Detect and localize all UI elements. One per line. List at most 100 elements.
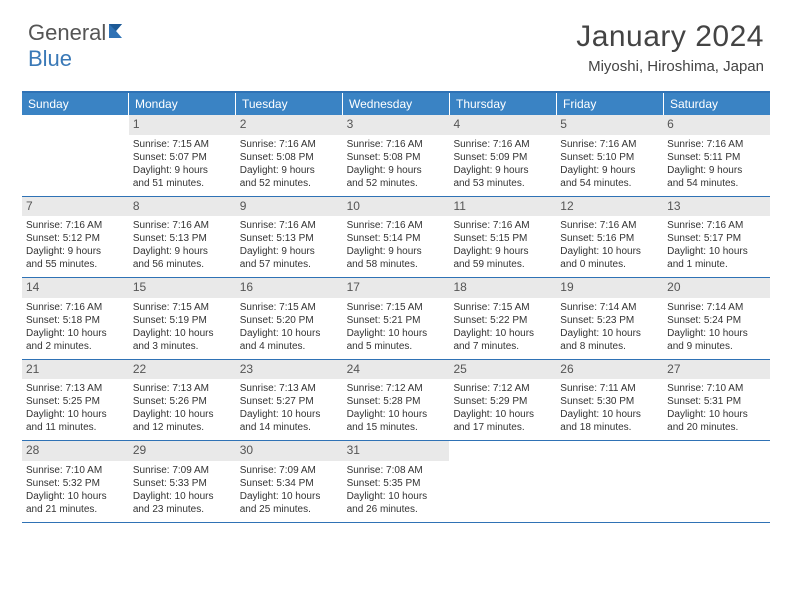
location: Miyoshi, Hiroshima, Japan — [576, 58, 764, 75]
weekday-thursday: Thursday — [450, 93, 557, 115]
day-cell: 18Sunrise: 7:15 AMSunset: 5:22 PMDayligh… — [449, 278, 556, 359]
daylight-line1: Daylight: 10 hours — [453, 327, 552, 340]
sunrise-line: Sunrise: 7:13 AM — [133, 382, 232, 395]
sunset-line: Sunset: 5:32 PM — [26, 477, 125, 490]
daylight-line1: Daylight: 9 hours — [347, 245, 446, 258]
sunrise-line: Sunrise: 7:16 AM — [560, 138, 659, 151]
sunrise-line: Sunrise: 7:15 AM — [347, 301, 446, 314]
day-number: 27 — [663, 360, 770, 380]
daylight-line1: Daylight: 10 hours — [347, 408, 446, 421]
daylight-line2: and 56 minutes. — [133, 258, 232, 271]
daylight-line1: Daylight: 9 hours — [240, 245, 339, 258]
week-row: 1Sunrise: 7:15 AMSunset: 5:07 PMDaylight… — [22, 115, 770, 197]
sunrise-line: Sunrise: 7:12 AM — [453, 382, 552, 395]
sunset-line: Sunset: 5:07 PM — [133, 151, 232, 164]
daylight-line1: Daylight: 10 hours — [560, 245, 659, 258]
day-cell: 28Sunrise: 7:10 AMSunset: 5:32 PMDayligh… — [22, 441, 129, 522]
daylight-line2: and 17 minutes. — [453, 421, 552, 434]
sunrise-line: Sunrise: 7:12 AM — [347, 382, 446, 395]
day-cell: 23Sunrise: 7:13 AMSunset: 5:27 PMDayligh… — [236, 360, 343, 441]
daylight-line1: Daylight: 10 hours — [453, 408, 552, 421]
daylight-line1: Daylight: 10 hours — [26, 408, 125, 421]
sunset-line: Sunset: 5:31 PM — [667, 395, 766, 408]
weekday-monday: Monday — [129, 93, 236, 115]
sunrise-line: Sunrise: 7:16 AM — [26, 301, 125, 314]
sunset-line: Sunset: 5:33 PM — [133, 477, 232, 490]
sunset-line: Sunset: 5:14 PM — [347, 232, 446, 245]
day-number: 17 — [343, 278, 450, 298]
day-number: 24 — [343, 360, 450, 380]
sunset-line: Sunset: 5:29 PM — [453, 395, 552, 408]
daylight-line1: Daylight: 9 hours — [133, 245, 232, 258]
day-cell: 19Sunrise: 7:14 AMSunset: 5:23 PMDayligh… — [556, 278, 663, 359]
day-number: 8 — [129, 197, 236, 217]
sunset-line: Sunset: 5:30 PM — [560, 395, 659, 408]
daylight-line1: Daylight: 9 hours — [453, 245, 552, 258]
daylight-line2: and 26 minutes. — [347, 503, 446, 516]
daylight-line1: Daylight: 10 hours — [26, 490, 125, 503]
day-cell: 21Sunrise: 7:13 AMSunset: 5:25 PMDayligh… — [22, 360, 129, 441]
daylight-line1: Daylight: 9 hours — [347, 164, 446, 177]
day-cell: 14Sunrise: 7:16 AMSunset: 5:18 PMDayligh… — [22, 278, 129, 359]
sunset-line: Sunset: 5:20 PM — [240, 314, 339, 327]
daylight-line2: and 23 minutes. — [133, 503, 232, 516]
sunset-line: Sunset: 5:34 PM — [240, 477, 339, 490]
daylight-line2: and 54 minutes. — [560, 177, 659, 190]
sunrise-line: Sunrise: 7:16 AM — [347, 219, 446, 232]
sunrise-line: Sunrise: 7:15 AM — [453, 301, 552, 314]
sunrise-line: Sunrise: 7:16 AM — [453, 138, 552, 151]
sunrise-line: Sunrise: 7:16 AM — [347, 138, 446, 151]
flag-icon — [108, 22, 130, 45]
sunrise-line: Sunrise: 7:11 AM — [560, 382, 659, 395]
day-number: 2 — [236, 115, 343, 135]
sunrise-line: Sunrise: 7:15 AM — [133, 301, 232, 314]
sunset-line: Sunset: 5:08 PM — [347, 151, 446, 164]
day-cell — [22, 115, 129, 196]
week-row: 14Sunrise: 7:16 AMSunset: 5:18 PMDayligh… — [22, 278, 770, 360]
daylight-line2: and 15 minutes. — [347, 421, 446, 434]
title-block: January 2024 Miyoshi, Hiroshima, Japan — [576, 20, 764, 75]
daylight-line1: Daylight: 10 hours — [667, 408, 766, 421]
day-number: 21 — [22, 360, 129, 380]
weekday-friday: Friday — [557, 93, 664, 115]
daylight-line2: and 25 minutes. — [240, 503, 339, 516]
day-cell: 15Sunrise: 7:15 AMSunset: 5:19 PMDayligh… — [129, 278, 236, 359]
day-number: 25 — [449, 360, 556, 380]
daylight-line2: and 9 minutes. — [667, 340, 766, 353]
day-number: 22 — [129, 360, 236, 380]
sunrise-line: Sunrise: 7:16 AM — [240, 138, 339, 151]
daylight-line1: Daylight: 10 hours — [667, 327, 766, 340]
day-cell: 20Sunrise: 7:14 AMSunset: 5:24 PMDayligh… — [663, 278, 770, 359]
logo: General — [28, 20, 132, 46]
sunrise-line: Sunrise: 7:15 AM — [133, 138, 232, 151]
daylight-line2: and 59 minutes. — [453, 258, 552, 271]
day-cell: 30Sunrise: 7:09 AMSunset: 5:34 PMDayligh… — [236, 441, 343, 522]
daylight-line2: and 55 minutes. — [26, 258, 125, 271]
sunset-line: Sunset: 5:22 PM — [453, 314, 552, 327]
week-row: 28Sunrise: 7:10 AMSunset: 5:32 PMDayligh… — [22, 441, 770, 523]
day-number: 23 — [236, 360, 343, 380]
sunset-line: Sunset: 5:15 PM — [453, 232, 552, 245]
daylight-line1: Daylight: 10 hours — [667, 245, 766, 258]
daylight-line2: and 4 minutes. — [240, 340, 339, 353]
daylight-line1: Daylight: 10 hours — [240, 490, 339, 503]
daylight-line2: and 12 minutes. — [133, 421, 232, 434]
day-number: 14 — [22, 278, 129, 298]
day-number: 3 — [343, 115, 450, 135]
day-cell: 4Sunrise: 7:16 AMSunset: 5:09 PMDaylight… — [449, 115, 556, 196]
day-cell — [556, 441, 663, 522]
sunset-line: Sunset: 5:12 PM — [26, 232, 125, 245]
sunset-line: Sunset: 5:21 PM — [347, 314, 446, 327]
daylight-line1: Daylight: 9 hours — [453, 164, 552, 177]
daylight-line2: and 52 minutes. — [347, 177, 446, 190]
daylight-line1: Daylight: 10 hours — [133, 327, 232, 340]
daylight-line1: Daylight: 10 hours — [560, 408, 659, 421]
weekday-saturday: Saturday — [664, 93, 770, 115]
daylight-line2: and 51 minutes. — [133, 177, 232, 190]
sunset-line: Sunset: 5:09 PM — [453, 151, 552, 164]
daylight-line2: and 14 minutes. — [240, 421, 339, 434]
daylight-line2: and 8 minutes. — [560, 340, 659, 353]
day-number: 31 — [343, 441, 450, 461]
daylight-line1: Daylight: 10 hours — [347, 490, 446, 503]
sunrise-line: Sunrise: 7:16 AM — [26, 219, 125, 232]
